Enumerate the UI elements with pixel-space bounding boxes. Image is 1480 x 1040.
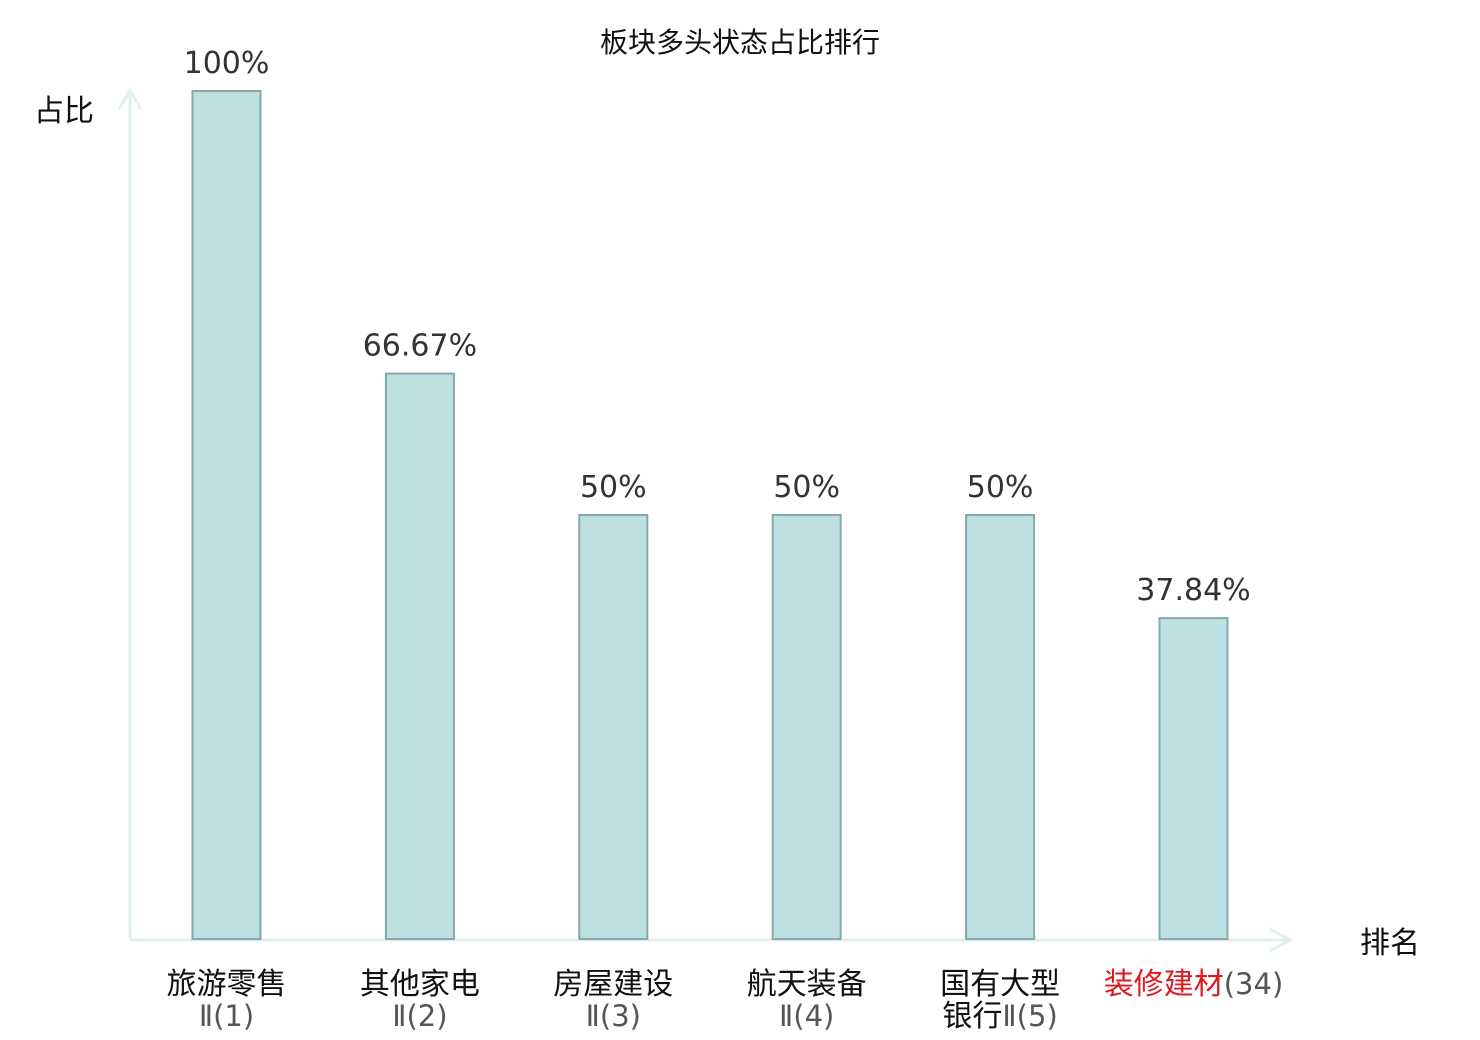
category-name: 装修建材 — [1104, 967, 1224, 1002]
category-name: 房屋建设 — [553, 967, 673, 1002]
category-labels-group: 旅游零售Ⅱ(1)其他家电Ⅱ(2)房屋建设Ⅱ(3)航天装备Ⅱ(4)国有大型银行Ⅱ(… — [167, 967, 1284, 1034]
axes — [117, 87, 1294, 953]
chart-title: 板块多头状态占比排行 — [600, 26, 880, 59]
value-label-2: 66.67% — [363, 329, 477, 364]
value-labels-group: 100% 66.67% 50% 50% 50% 37.84% — [184, 46, 1251, 608]
value-label-5: 50% — [967, 470, 1034, 505]
y-axis-label: 占比 — [34, 94, 94, 129]
category-name: 旅游零售 — [167, 967, 287, 1002]
bar-6 — [1158, 617, 1229, 940]
bar-3 — [578, 514, 649, 940]
category-rank: Ⅱ(2) — [392, 999, 447, 1033]
bar-1 — [191, 90, 262, 940]
category-name-line-2: 银行Ⅱ(5) — [942, 999, 1057, 1034]
bars-group — [191, 90, 1229, 941]
x-axis-label: 排名 — [1360, 926, 1420, 961]
category-rank: Ⅱ(3) — [586, 999, 641, 1033]
category-name-line-1: 国有大型 — [940, 967, 1060, 1002]
value-label-4: 50% — [773, 470, 840, 505]
category-name-part: 银行 — [942, 999, 1002, 1034]
bar-5 — [965, 514, 1036, 940]
bar-2 — [384, 372, 455, 941]
category-name: 其他家电 — [360, 967, 480, 1002]
value-label-6: 37.84% — [1136, 573, 1250, 608]
category-name: 航天装备 — [747, 967, 867, 1002]
category-label-text: 装修建材(34) — [1104, 967, 1284, 1002]
x-axis-arrow — [1269, 927, 1294, 953]
value-label-1: 100% — [184, 46, 270, 81]
category-label-6: 装修建材(34) — [1104, 967, 1284, 1002]
category-rank: Ⅱ(4) — [779, 999, 834, 1033]
y-axis-arrow — [117, 87, 143, 110]
bar-4 — [771, 514, 842, 940]
value-label-3: 50% — [580, 470, 647, 505]
category-rank: (34) — [1224, 967, 1284, 1001]
category-rank: Ⅱ(1) — [199, 999, 254, 1033]
category-rank: Ⅱ(5) — [1002, 999, 1057, 1033]
